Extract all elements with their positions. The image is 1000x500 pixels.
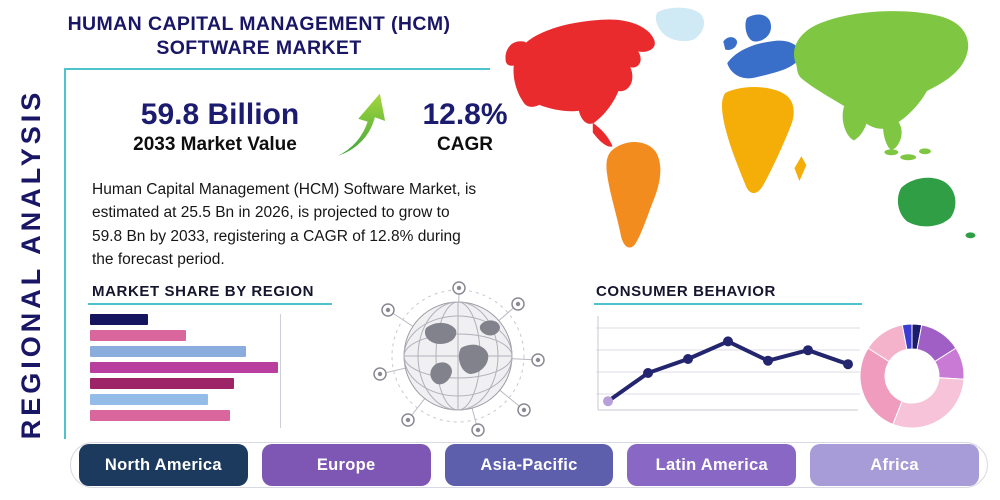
region-new-zealand [965, 232, 976, 239]
line-point-2 [643, 368, 653, 378]
market-value-label: 2033 Market Value [133, 134, 297, 155]
consumer-behavior-line-chart [596, 316, 860, 411]
line-point-3 [683, 354, 693, 364]
region-australia [897, 177, 956, 227]
side-label-text: REGIONAL ANALYSIS [16, 88, 46, 440]
line-chart-divider [594, 303, 862, 305]
region-button-europe[interactable]: Europe [261, 444, 431, 486]
bar-region-5 [90, 378, 234, 389]
region-greenland [655, 7, 705, 42]
region-indonesia-1 [884, 149, 899, 156]
region-india [842, 101, 868, 141]
line-point-7 [843, 359, 853, 370]
bar-region-7 [90, 410, 230, 421]
bar-chart-divider [88, 303, 332, 305]
line-point-1 [603, 396, 613, 407]
region-button-asia-pacific[interactable]: Asia-Pacific [444, 444, 614, 486]
region-button-africa[interactable]: Africa [810, 444, 979, 486]
market-value: 59.8 Billion [140, 98, 300, 131]
region-madagascar [794, 156, 807, 181]
bar-region-2 [90, 330, 186, 341]
line-point-4 [723, 336, 733, 347]
donut-segment-5 [859, 347, 903, 425]
region-north-america [513, 19, 655, 124]
bar-chart-title: MARKET SHARE BY REGION [92, 283, 315, 300]
cagr-label: CAGR [437, 134, 493, 155]
region-africa [721, 87, 794, 194]
donut-segment-7 [901, 323, 913, 351]
market-description: Human Capital Management (HCM) Software … [92, 181, 477, 268]
regional-analysis-sidebar: REGIONAL ANALYSIS [16, 89, 47, 440]
bar-region-4 [90, 362, 278, 373]
region-indonesia-3 [919, 148, 931, 155]
page-title: HUMAN CAPITAL MANAGEMENT (HCM) SOFTWARE … [67, 13, 451, 60]
line-point-5 [763, 355, 773, 366]
donut-segment-4 [892, 377, 965, 429]
region-legend-bar: North America Europe Asia-Pacific Latin Ame… [70, 442, 988, 488]
region-south-america [606, 141, 661, 248]
region-donut-chart [859, 323, 965, 429]
region-uk [723, 37, 738, 50]
bar-region-6 [90, 394, 208, 405]
line-point-6 [803, 345, 813, 356]
bar-region-3 [90, 346, 246, 357]
line-chart-title: CONSUMER BEHAVIOR [596, 283, 776, 300]
region-central-america [592, 122, 613, 147]
world-map [505, 7, 976, 248]
region-button-north-america[interactable]: North America [79, 444, 248, 486]
growth-arrow-icon [327, 90, 388, 160]
region-asia [793, 11, 969, 129]
cagr-value: 12.8% [422, 98, 508, 131]
globe-network-illustration [373, 281, 545, 437]
region-europe [727, 40, 800, 79]
region-indonesia-2 [900, 154, 917, 161]
market-share-bar-chart [90, 314, 340, 432]
region-se-asia [882, 117, 902, 151]
region-button-latin-america[interactable]: Latin America [627, 444, 797, 486]
bar-chart-gridline [280, 314, 281, 428]
region-scandinavia [745, 14, 772, 42]
bar-region-1 [90, 314, 148, 325]
